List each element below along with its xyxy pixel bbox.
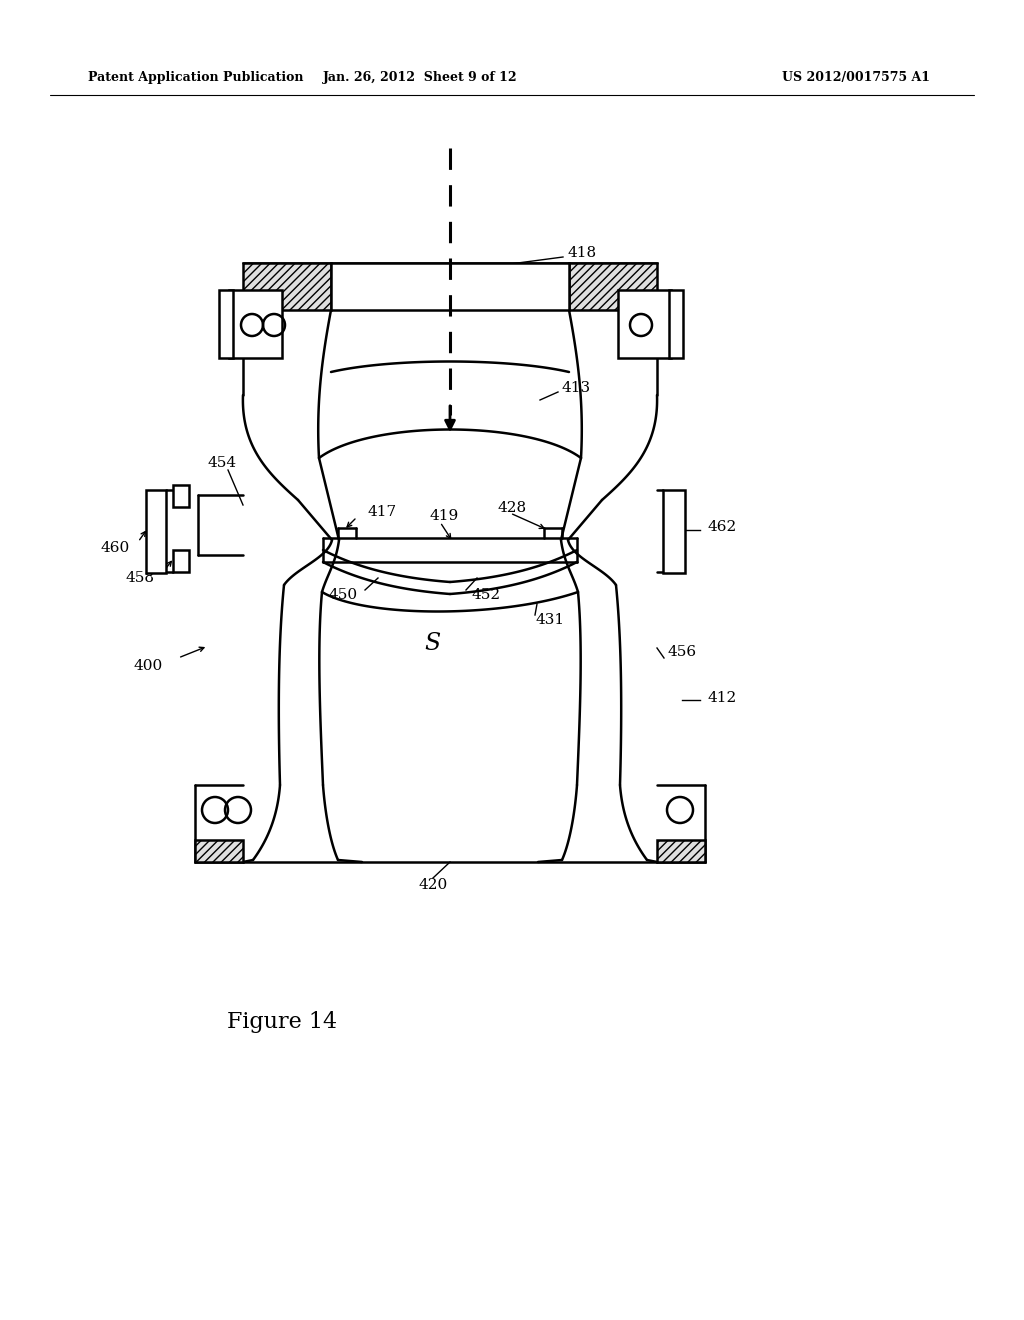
Text: Figure 14: Figure 14 bbox=[227, 1011, 337, 1034]
Text: US 2012/0017575 A1: US 2012/0017575 A1 bbox=[782, 71, 930, 84]
Text: 418: 418 bbox=[568, 246, 597, 260]
Text: 462: 462 bbox=[708, 520, 737, 535]
Bar bbox=[669, 290, 683, 358]
Text: 428: 428 bbox=[498, 502, 527, 515]
Bar bbox=[657, 840, 705, 862]
Text: 452: 452 bbox=[472, 587, 501, 602]
Bar bbox=[195, 840, 243, 862]
Text: 400: 400 bbox=[134, 659, 163, 673]
Text: Patent Application Publication: Patent Application Publication bbox=[88, 71, 303, 84]
Text: S: S bbox=[424, 632, 440, 656]
Text: 412: 412 bbox=[708, 690, 737, 705]
Text: 420: 420 bbox=[419, 878, 447, 892]
Text: 413: 413 bbox=[562, 381, 591, 395]
Text: 454: 454 bbox=[208, 455, 237, 470]
Bar bbox=[331, 263, 569, 310]
Text: 417: 417 bbox=[368, 506, 397, 519]
Bar bbox=[173, 484, 189, 507]
Bar bbox=[219, 290, 233, 358]
Text: 458: 458 bbox=[125, 572, 154, 585]
Bar bbox=[229, 290, 282, 358]
Bar bbox=[663, 490, 685, 573]
Bar bbox=[146, 490, 166, 573]
Bar bbox=[243, 263, 331, 310]
Bar bbox=[618, 290, 671, 358]
Text: 460: 460 bbox=[100, 541, 130, 554]
Bar bbox=[569, 263, 657, 310]
Text: Jan. 26, 2012  Sheet 9 of 12: Jan. 26, 2012 Sheet 9 of 12 bbox=[323, 71, 517, 84]
Text: 450: 450 bbox=[329, 587, 358, 602]
Text: 431: 431 bbox=[535, 612, 564, 627]
Text: 419: 419 bbox=[430, 510, 459, 523]
Text: 456: 456 bbox=[668, 645, 697, 659]
Bar bbox=[173, 550, 189, 572]
